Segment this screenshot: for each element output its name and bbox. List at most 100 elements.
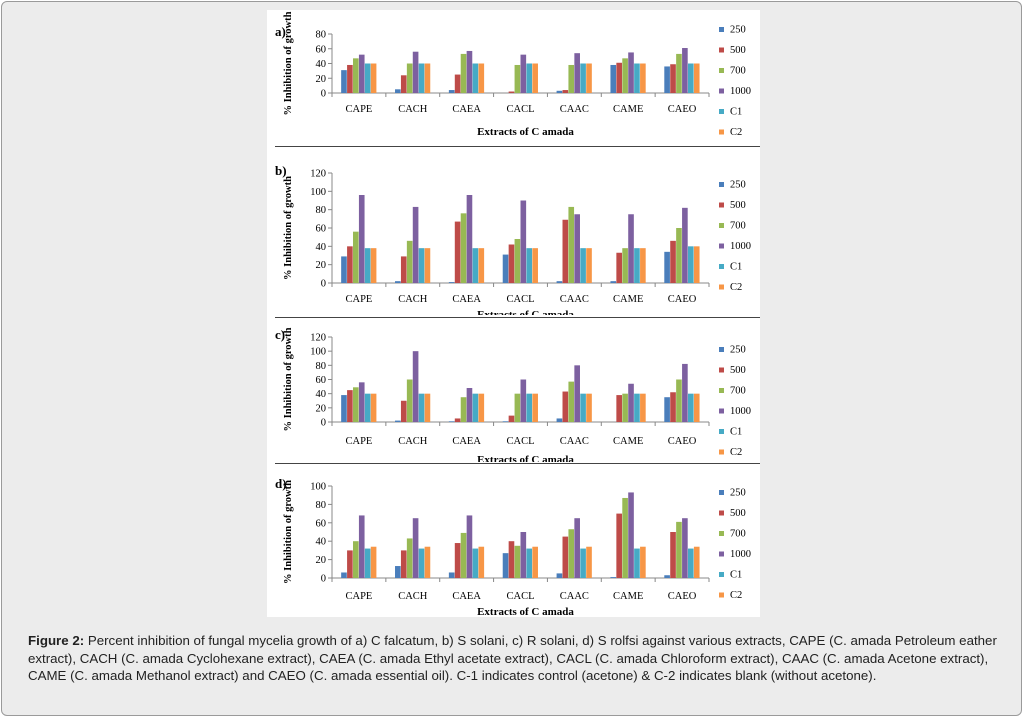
bar-700 (568, 529, 575, 578)
bar-500 (400, 550, 407, 578)
legend-swatch-700 (719, 68, 724, 73)
bar-700 (353, 387, 359, 422)
bar-1000 (466, 515, 473, 578)
bar-700 (622, 248, 628, 283)
bar-500 (562, 219, 569, 283)
bar-C1 (526, 248, 533, 283)
bar-1000 (466, 388, 473, 422)
bar-700 (460, 213, 467, 283)
legend-swatch-700 (719, 531, 724, 536)
y-tick-label: 20 (316, 555, 327, 566)
panel-label: b) (275, 163, 287, 178)
x-tick-label: CACL (506, 104, 534, 115)
bar-250 (664, 397, 670, 422)
y-tick-label: 40 (316, 537, 327, 548)
bar-1000 (358, 515, 365, 578)
bar-700 (514, 545, 521, 578)
chart-d: d) 0 20 40 60 80 100 % Inhibition of growth CAPE… (275, 476, 751, 617)
bar-1000 (574, 214, 580, 283)
bar-250 (341, 572, 347, 578)
legend-swatch-1000 (719, 408, 724, 414)
legend-label: 500 (730, 365, 746, 376)
x-tick-label: CACH (398, 436, 428, 447)
bar-250 (502, 553, 509, 578)
bar-C2 (532, 248, 538, 283)
y-tick-label: 40 (316, 389, 327, 400)
bar-1000 (574, 518, 580, 578)
legend-label: 500 (730, 508, 746, 519)
bar-C1 (364, 248, 371, 283)
bar-700 (353, 231, 359, 283)
bar-C2 (370, 63, 377, 93)
y-tick-label: 0 (321, 89, 326, 100)
bar-1000 (466, 195, 473, 283)
x-tick-label: CACH (398, 104, 428, 115)
chart-a: a) 0 20 40 60 80 % Inhibition of growth CAPE CAC… (275, 11, 751, 138)
panel-separator (275, 317, 760, 318)
panel-label: d) (275, 476, 287, 491)
bar-700 (622, 393, 628, 422)
bar-C1 (418, 548, 425, 578)
bar-500 (347, 246, 353, 283)
legend-label: 700 (730, 529, 746, 540)
x-tick-label: CACH (398, 591, 428, 602)
bar-250 (664, 66, 670, 93)
bar-250 (341, 256, 347, 283)
x-axis-title: Extracts of C amada (477, 606, 574, 617)
bar-C2 (693, 63, 700, 93)
legend-label: 250 (730, 25, 746, 36)
bar-700 (406, 538, 413, 578)
y-tick-label: 20 (316, 403, 327, 414)
bar-1000 (412, 518, 419, 578)
bar-700 (406, 379, 413, 422)
bar-1000 (358, 195, 365, 283)
bar-C2 (640, 63, 646, 93)
bar-250 (556, 418, 563, 422)
x-tick-label: CACL (506, 294, 534, 305)
bar-C2 (586, 63, 592, 93)
bar-500 (508, 244, 515, 283)
bar-C2 (693, 546, 700, 578)
bar-C2 (478, 248, 485, 283)
bar-700 (406, 63, 413, 93)
y-tick-label: 120 (310, 169, 326, 180)
x-axis-title: Extracts of C amada (477, 126, 574, 138)
bar-500 (454, 74, 461, 93)
legend-label: C2 (730, 127, 742, 138)
bar-700 (514, 393, 521, 422)
bar-C1 (364, 393, 371, 422)
bar-500 (400, 75, 407, 93)
bar-C2 (586, 393, 592, 422)
chart-c: c) 0 20 40 60 80 100 120 % Inhibition of growth C… (275, 327, 751, 462)
bar-C2 (424, 546, 431, 578)
x-tick-label: CACL (506, 436, 534, 447)
x-tick-label: CAME (613, 104, 643, 115)
bar-C1 (634, 393, 640, 422)
bar-500 (616, 513, 622, 578)
bar-250 (341, 395, 347, 422)
legend-swatch-500 (719, 202, 724, 208)
bar-700 (460, 53, 467, 93)
x-tick-label: CAPE (346, 436, 373, 447)
bar-250 (448, 90, 455, 93)
bar-250 (395, 566, 401, 578)
legend-swatch-C1 (719, 572, 724, 577)
legend-swatch-1000 (719, 88, 724, 94)
y-tick-label: 20 (316, 74, 327, 85)
bar-1000 (574, 365, 580, 422)
bar-1000 (628, 492, 634, 578)
bar-C1 (687, 393, 694, 422)
caption-text: Percent inhibition of fungal mycelia gro… (28, 633, 997, 683)
y-tick-label: 40 (316, 59, 327, 70)
bar-C1 (472, 248, 479, 283)
y-tick-label: 100 (310, 187, 326, 198)
bar-500 (562, 391, 569, 422)
bar-500 (616, 62, 622, 93)
y-tick-label: 20 (316, 260, 327, 271)
bar-250 (610, 281, 617, 283)
x-tick-label: CAAC (560, 591, 589, 602)
legend-label: C1 (730, 107, 742, 118)
bar-C1 (418, 248, 425, 283)
bar-500 (670, 392, 676, 422)
bar-C2 (370, 546, 377, 578)
